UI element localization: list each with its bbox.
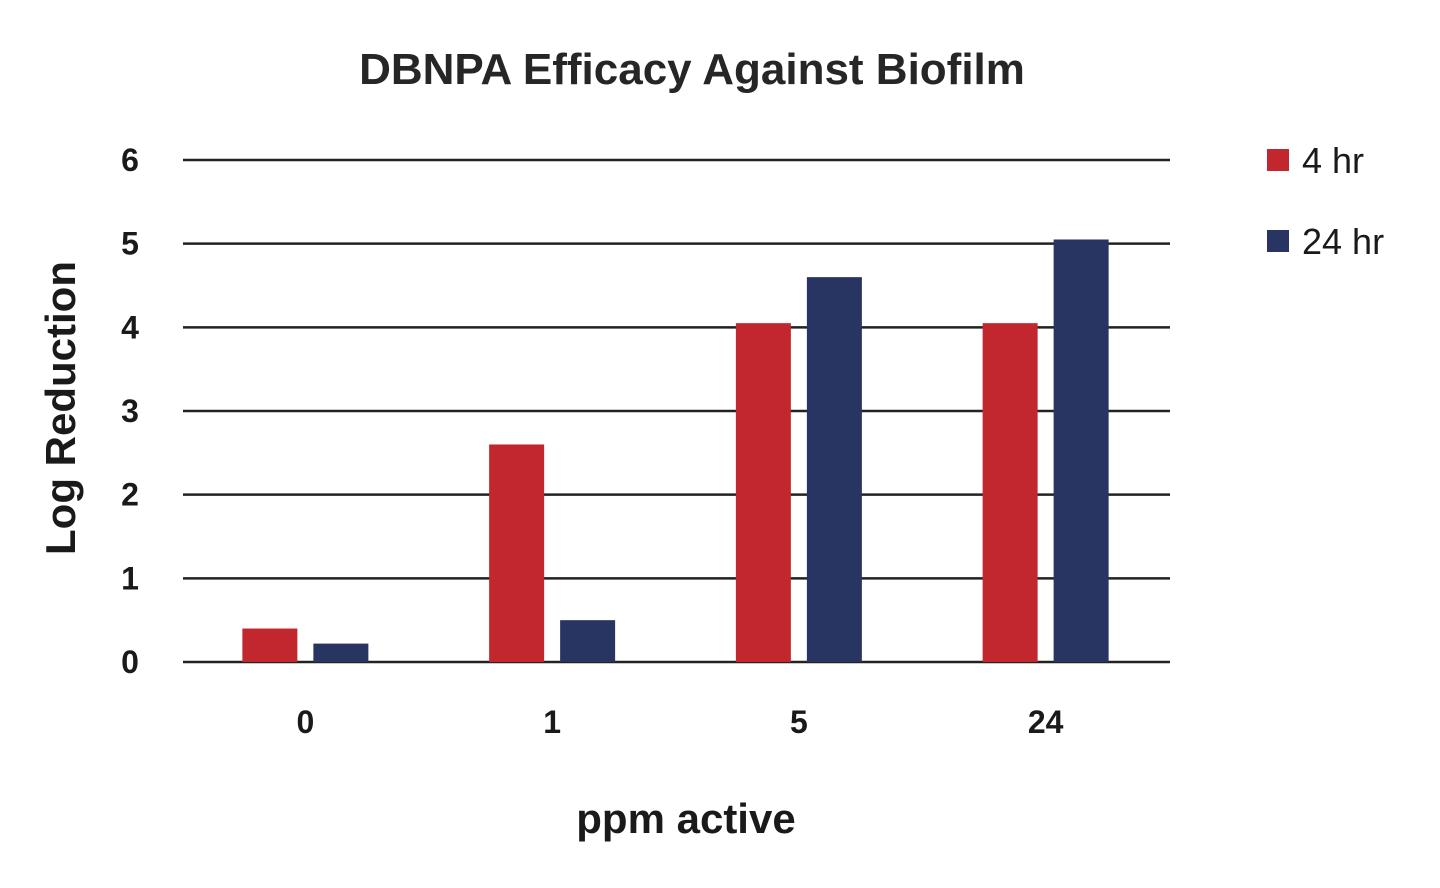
y-tick-label: 6 bbox=[121, 142, 139, 178]
bar-4hr-0 bbox=[242, 628, 298, 662]
x-tick-labels: 0 1 5 24 bbox=[296, 704, 1063, 740]
bars bbox=[242, 239, 1109, 662]
legend-label: 24 hr bbox=[1302, 221, 1384, 262]
gridlines bbox=[183, 158, 1170, 664]
y-tick-label: 5 bbox=[121, 226, 139, 262]
legend-label: 4 hr bbox=[1302, 140, 1364, 181]
x-tick-label: 0 bbox=[296, 704, 314, 740]
y-tick-labels: 0 1 2 3 4 5 6 bbox=[121, 142, 139, 680]
bar-4hr-24 bbox=[982, 323, 1038, 662]
x-tick-label: 24 bbox=[1028, 704, 1064, 740]
bar-24hr-24 bbox=[1053, 239, 1109, 662]
legend-swatch bbox=[1267, 149, 1289, 171]
legend: 4 hr 24 hr bbox=[1267, 140, 1384, 262]
x-tick-label: 1 bbox=[543, 704, 561, 740]
y-tick-label: 0 bbox=[121, 644, 139, 680]
bar-24hr-0 bbox=[313, 643, 369, 662]
bar-24hr-1 bbox=[560, 620, 616, 662]
x-tick-label: 5 bbox=[790, 704, 808, 740]
y-tick-label: 2 bbox=[121, 477, 139, 513]
y-tick-label: 1 bbox=[121, 560, 139, 596]
bar-24hr-5 bbox=[806, 277, 862, 662]
legend-swatch bbox=[1267, 230, 1289, 252]
y-tick-label: 4 bbox=[121, 309, 139, 345]
bar-4hr-1 bbox=[489, 444, 545, 662]
x-axis-label: ppm active bbox=[576, 795, 795, 842]
bar-4hr-5 bbox=[735, 323, 791, 662]
y-tick-label: 3 bbox=[121, 393, 139, 429]
chart-title: DBNPA Efficacy Against Biofilm bbox=[359, 45, 1025, 94]
y-axis-label: Log Reduction bbox=[37, 261, 84, 555]
